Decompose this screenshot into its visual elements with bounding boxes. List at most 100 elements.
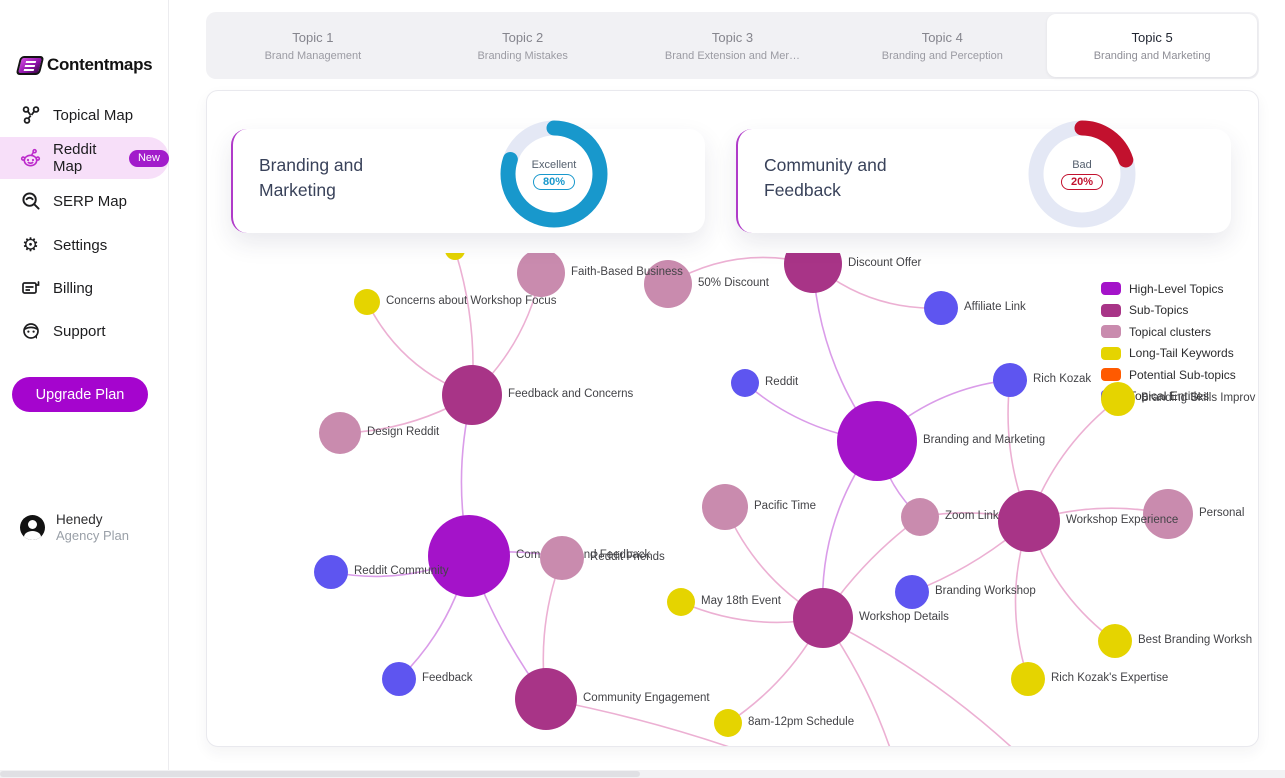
legend-item: High-Level Topics (1101, 278, 1236, 300)
tab-subtitle: Branding and Perception (881, 49, 1003, 62)
tab-title: Topic 2 (502, 29, 544, 45)
graph-node-bw[interactable] (895, 575, 929, 609)
graph-node-al[interactable] (924, 291, 958, 325)
tab-title: Topic 5 (1131, 29, 1173, 45)
logo: Contentmaps (15, 55, 153, 75)
graph-node-pe[interactable] (1143, 489, 1193, 539)
score-donut-bad: Bad 20% (1027, 119, 1137, 229)
graph-node-bm[interactable] (837, 401, 917, 481)
sidebar-item-label: Topical Map (53, 106, 134, 124)
sidebar: Contentmaps Topical Map Reddit Map New S… (0, 0, 169, 778)
node-label-zl: Zoom Link (945, 510, 999, 522)
graph-node-fbk[interactable] (382, 662, 416, 696)
tab-topic-4[interactable]: Topic 4 Branding and Perception (837, 14, 1047, 77)
graph-node-cf[interactable] (428, 515, 510, 597)
graph-node-we[interactable] (998, 490, 1060, 552)
node-label-fbk: Feedback (422, 672, 473, 684)
node-label-d50: 50% Discount (698, 277, 769, 289)
sidebar-item-topical-map[interactable]: Topical Map (0, 94, 169, 136)
legend-label: Long-Tail Keywords (1129, 346, 1234, 361)
sidebar-item-label: Support (53, 322, 106, 340)
sidebar-item-label: SERP Map (53, 192, 127, 210)
legend-swatch (1101, 325, 1121, 339)
legend-item: Long-Tail Keywords (1101, 343, 1236, 365)
tab-topic-3[interactable]: Topic 3 Brand Extension and Mer… (628, 14, 838, 77)
node-label-al: Affiliate Link (964, 301, 1026, 313)
graph-node-wd[interactable] (793, 588, 853, 648)
legend-swatch (1101, 303, 1121, 317)
sidebar-item-settings[interactable]: ⚙ Settings (0, 224, 169, 266)
legend-swatch (1101, 282, 1121, 296)
node-label-cwf: Concerns about Workshop Focus (386, 295, 557, 307)
node-label-rc: Reddit Community (354, 565, 449, 577)
graph-node-pt[interactable] (702, 484, 748, 530)
graph-node-rke[interactable] (1011, 662, 1045, 696)
legend-label: Topical Entities (1129, 389, 1210, 404)
graph-node-cwf[interactable] (354, 289, 380, 315)
legend-swatch (1101, 346, 1121, 360)
support-icon (20, 321, 41, 342)
graph-node-rd[interactable] (731, 369, 759, 397)
tab-subtitle: Brand Management (264, 49, 362, 62)
node-label-rf: Reddit Friends (590, 551, 665, 563)
serp-icon (20, 191, 41, 212)
graph-node-fb[interactable] (517, 253, 565, 297)
map-canvas: High-Level Topics Sub-Topics Topical clust… (206, 90, 1259, 747)
card-title: Community and Feedback (764, 155, 887, 200)
graph-node-dr[interactable] (319, 412, 361, 454)
graph-node-bs[interactable] (1101, 382, 1135, 416)
sidebar-item-support[interactable]: Support (0, 310, 169, 352)
graph-node-rc[interactable] (314, 555, 348, 589)
node-label-wd: Workshop Details (859, 611, 949, 623)
node-label-fc: Feedback and Concerns (508, 388, 634, 400)
node-label-fb: Faith-Based Business (571, 266, 683, 278)
node-label-rke: Rich Kozak's Expertise (1051, 672, 1169, 684)
score-donut-excellent: Excellent 80% (499, 119, 609, 229)
node-label-bs: Branding Skills Improv (1141, 392, 1256, 404)
scrollbar-thumb[interactable] (0, 771, 640, 777)
donut-percent-badge: 20% (1060, 173, 1104, 190)
legend-label: Sub-Topics (1129, 303, 1189, 318)
tab-topic-5[interactable]: Topic 5 Branding and Marketing (1047, 14, 1257, 77)
upgrade-plan-button[interactable]: Upgrade Plan (12, 377, 148, 412)
sidebar-item-reddit-map[interactable]: Reddit Map New (0, 137, 169, 179)
sidebar-item-billing[interactable]: Billing (0, 267, 169, 309)
graph-node-fc[interactable] (442, 365, 502, 425)
node-label-dr: Design Reddit (367, 426, 440, 438)
tab-subtitle: Branding and Marketing (1093, 49, 1211, 62)
node-label-m18: May 18th Event (701, 595, 781, 607)
reddit-icon (20, 148, 41, 169)
graph-node-bb[interactable] (1098, 624, 1132, 658)
tab-title: Topic 1 (292, 29, 334, 45)
tab-title: Topic 4 (921, 29, 963, 45)
sidebar-item-label: Billing (53, 279, 94, 297)
tab-topic-1[interactable]: Topic 1 Brand Management (208, 14, 418, 77)
graph-node-d50[interactable] (644, 260, 692, 308)
billing-icon (20, 278, 41, 299)
graph-node-ce[interactable] (515, 668, 577, 730)
tab-topic-2[interactable]: Topic 2 Branding Mistakes (418, 14, 628, 77)
legend-item: Topical clusters (1101, 321, 1236, 343)
legend-label: Potential Sub-topics (1129, 367, 1236, 382)
graph-node-rf[interactable] (540, 536, 584, 580)
node-label-we: Workshop Experience (1066, 514, 1179, 526)
node-label-rd: Reddit (765, 376, 799, 388)
graph-node-yt[interactable] (445, 253, 465, 260)
user-name: Henedy (56, 512, 103, 527)
graph-edge (545, 698, 729, 746)
graph-node-rk[interactable] (993, 363, 1027, 397)
node-label-pe: Personal (1199, 507, 1245, 519)
node-label-pt: Pacific Time (754, 500, 816, 512)
topic-tabs: Topic 1 Brand Management Topic 2 Branding M… (206, 12, 1259, 79)
graph-node-zl[interactable] (901, 498, 939, 536)
horizontal-scrollbar[interactable] (0, 770, 1285, 778)
user-profile[interactable]: Henedy Agency Plan (20, 512, 129, 543)
node-label-do: Discount Offer (848, 257, 922, 269)
donut-rating-label: Excellent (531, 158, 577, 171)
graph-node-sch[interactable] (714, 709, 742, 737)
sidebar-item-label: Settings (53, 236, 108, 254)
tab-title: Topic 3 (711, 29, 754, 45)
sidebar-item-serp-map[interactable]: SERP Map (0, 180, 169, 222)
graph-node-m18[interactable] (667, 588, 695, 616)
